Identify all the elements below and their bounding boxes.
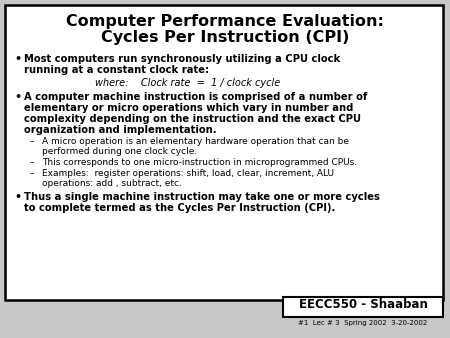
Text: –: – [30,169,35,178]
Text: Cycles Per Instruction (CPI): Cycles Per Instruction (CPI) [101,30,349,45]
Text: where:    Clock rate  =  1 / clock cycle: where: Clock rate = 1 / clock cycle [95,78,280,88]
Text: to complete termed as the Cycles Per Instruction (CPI).: to complete termed as the Cycles Per Ins… [24,203,335,213]
Text: complexity depending on the instruction and the exact CPU: complexity depending on the instruction … [24,114,361,124]
Text: This corresponds to one micro-instruction in microprogrammed CPUs.: This corresponds to one micro-instructio… [42,158,357,167]
Text: •: • [14,192,21,202]
Text: •: • [14,54,21,64]
Bar [5,5,443,300]
Text: Most computers run synchronously utilizing a CPU clock: Most computers run synchronously utilizi… [24,54,340,64]
Text: Thus a single machine instruction may take one or more cycles: Thus a single machine instruction may ta… [24,192,380,202]
Text: •: • [14,92,21,102]
Text: EECC550 - Shaaban: EECC550 - Shaaban [298,298,428,311]
Text: Examples:  register operations: shift, load, clear, increment, ALU: Examples: register operations: shift, lo… [42,169,334,178]
Text: Computer Performance Evaluation:: Computer Performance Evaluation: [66,14,384,29]
Bar [283,297,443,317]
Text: #1  Lec # 3  Spring 2002  3-20-2002: #1 Lec # 3 Spring 2002 3-20-2002 [298,320,428,326]
Text: –: – [30,158,35,167]
Text: organization and implementation.: organization and implementation. [24,125,216,135]
Text: –: – [30,137,35,146]
Text: operations: add , subtract, etc.: operations: add , subtract, etc. [42,179,182,188]
Text: A micro operation is an elementary hardware operation that can be: A micro operation is an elementary hardw… [42,137,349,146]
Text: A computer machine instruction is comprised of a number of: A computer machine instruction is compri… [24,92,367,102]
Text: running at a constant clock rate:: running at a constant clock rate: [24,65,209,75]
Text: elementary or micro operations which vary in number and: elementary or micro operations which var… [24,103,353,113]
Text: performed during one clock cycle.: performed during one clock cycle. [42,147,197,156]
